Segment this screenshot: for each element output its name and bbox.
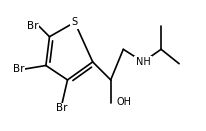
- Text: S: S: [71, 17, 77, 27]
- Text: OH: OH: [116, 97, 130, 107]
- Text: Br: Br: [56, 103, 68, 113]
- Text: NH: NH: [135, 57, 150, 67]
- Text: Br: Br: [13, 64, 24, 74]
- Text: Br: Br: [27, 21, 39, 31]
